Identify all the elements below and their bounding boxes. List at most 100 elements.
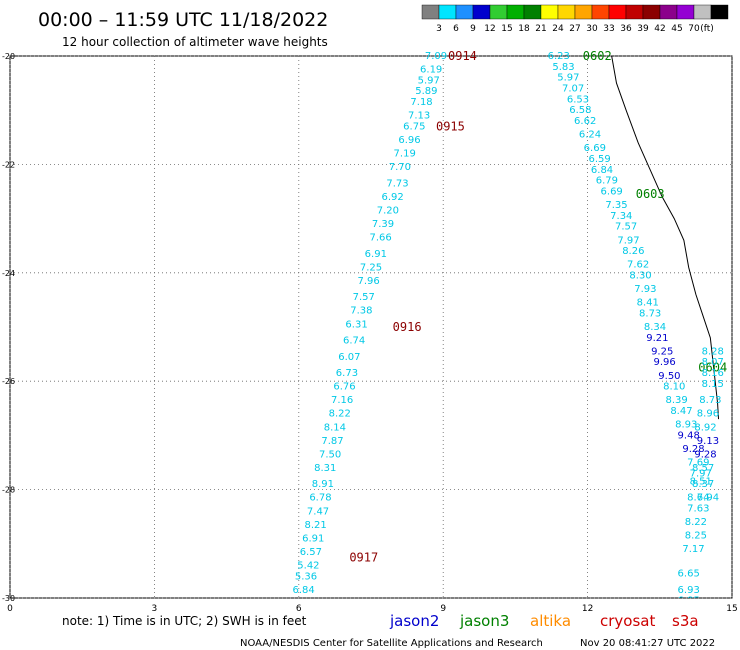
wave-height-point: 6.85 [678, 596, 700, 607]
pass-time-label: 0916 [393, 320, 422, 334]
wave-height-point: 6.58 [569, 105, 591, 116]
legend-label: 45 [671, 24, 682, 34]
legend-label: 33 [603, 24, 614, 34]
wave-height-point: 6.92 [382, 192, 404, 203]
wave-height-point: 8.41 [637, 298, 659, 309]
satellite-name: jason2 [389, 612, 439, 630]
wave-height-point: 8.14 [324, 422, 346, 433]
wave-height-point: 8.47 [670, 406, 692, 417]
satellite-name: jason3 [459, 612, 509, 630]
wave-height-point: 5.36 [295, 571, 317, 582]
y-tick-label: -26 [2, 377, 15, 386]
x-tick-label: 15 [726, 604, 737, 614]
wave-height-point: 6.74 [343, 336, 365, 347]
wave-height-point: 9.28 [694, 449, 716, 460]
legend-label: 42 [654, 24, 665, 34]
wave-height-point: 8.64 [687, 493, 709, 504]
wave-height-point: 7.35 [605, 200, 627, 211]
wave-height-point: 8.16 [702, 368, 724, 379]
wave-height-point: 8.07 [702, 357, 724, 368]
wave-height-point: 7.13 [408, 111, 430, 122]
legend-label: 9 [470, 24, 476, 34]
wave-height-point: 9.28 [682, 444, 704, 455]
legend-swatch [625, 4, 644, 20]
wave-height-point: 8.37 [692, 479, 714, 490]
wave-height-point: 6.31 [345, 319, 367, 330]
plot-frame [9, 55, 733, 599]
wave-height-point: 7.62 [627, 260, 649, 271]
legend-swatch [540, 4, 559, 20]
wave-height-point: 8.25 [685, 531, 707, 542]
chart-title: 00:00 – 11:59 UTC 11/18/2022 [38, 9, 328, 31]
wave-height-point: 6.84 [292, 585, 314, 596]
wave-height-point: 8.91 [312, 479, 334, 490]
wave-height-point: 6.69 [584, 143, 606, 154]
wave-height-point: 9.25 [651, 346, 673, 357]
wave-height-point: 7.96 [357, 276, 379, 287]
track-jason3-descending-east: 6.235.835.977.076.536.586.626.246.696.59… [548, 49, 728, 504]
wave-height-point: 8.93 [675, 420, 697, 431]
legend-label: 36 [620, 24, 632, 34]
plot-area: 0 3 6 9 12 15-20-22-24-26-28-307.096.195.975.… [2, 49, 738, 614]
satellite-name: s3a [672, 612, 699, 630]
wave-height-point: 6.53 [567, 94, 589, 105]
wave-height-point: 7.39 [372, 219, 394, 230]
wave-height-point: 9.50 [658, 371, 680, 382]
legend-label: 70 [688, 24, 700, 34]
legend-label: 30 [586, 24, 598, 34]
wave-height-point: 9.96 [653, 357, 675, 368]
pass-time-label: 0602 [583, 49, 612, 63]
wave-height-point: 8.57 [692, 463, 714, 474]
wave-height-point: 8.22 [329, 409, 351, 420]
wave-height-point: 8.34 [644, 322, 666, 333]
wave-height-point: 7.07 [562, 84, 584, 95]
legend-label: (ft) [700, 24, 714, 34]
legend-swatch [489, 4, 508, 20]
wave-height-point: 6.69 [601, 187, 623, 198]
wave-height-point: 8.96 [697, 409, 719, 420]
wave-height-point: 8.51 [690, 476, 712, 487]
legend-swatch [506, 4, 525, 20]
wave-height-point: 7.09 [425, 51, 447, 62]
wave-height-point: 7.47 [307, 506, 329, 517]
wave-height-point: 6.78 [309, 493, 331, 504]
wave-height-point: 7.70 [389, 162, 411, 173]
wave-height-point: 6.59 [589, 154, 611, 165]
wave-height-point: 8.73 [639, 308, 661, 319]
color-scale-legend: 3 6 9 12 15 18 21 24 27 30 33 36 39 42 45 70 (ft) [421, 4, 729, 34]
pass-time-label: 0914 [448, 49, 477, 63]
legend-swatch [676, 4, 695, 20]
wave-height-point: 8.10 [663, 382, 685, 393]
legend-swatch [421, 4, 440, 20]
wave-height-point: 8.28 [702, 346, 724, 357]
legend-swatch [557, 4, 576, 20]
track-coastal-column: 8.288.078.168.158.738.968.929.139.288.57… [678, 346, 724, 607]
wave-height-point: 7.20 [377, 205, 399, 216]
wave-height-point: 6.23 [548, 51, 570, 62]
wave-height-point: 7.93 [634, 284, 656, 295]
pass-time-label: 0603 [636, 187, 665, 201]
footer-timestamp: Nov 20 08:41:27 UTC 2022 [580, 638, 715, 649]
wave-height-point: 5.89 [415, 86, 437, 97]
wave-height-point: 6.24 [579, 130, 601, 141]
wave-height-point: 6.79 [596, 176, 618, 187]
pass-time-label: 0915 [436, 119, 465, 133]
wave-height-point: 6.07 [338, 352, 360, 363]
coastline [611, 55, 720, 420]
x-tick-label: 3 [152, 604, 158, 614]
x-tick-label: 12 [582, 604, 593, 614]
legend-swatch [693, 4, 712, 20]
pass-time-label: 0604 [698, 361, 727, 375]
legend-swatch [710, 4, 729, 20]
legend-swatch [608, 4, 627, 20]
wave-height-point: 6.93 [678, 585, 700, 596]
wave-height-point: 6.76 [333, 382, 355, 393]
wave-height-point: 7.63 [687, 504, 709, 515]
wave-height-point: 7.18 [410, 97, 432, 108]
legend-label: 15 [501, 24, 512, 34]
legend-swatch [574, 4, 593, 20]
wave-height-point: 7.97 [617, 235, 639, 246]
wave-height-point: 7.34 [610, 211, 632, 222]
wave-height-point: 8.30 [629, 271, 651, 282]
footer-credit: NOAA/NESDIS Center for Satellite Applica… [240, 638, 543, 649]
